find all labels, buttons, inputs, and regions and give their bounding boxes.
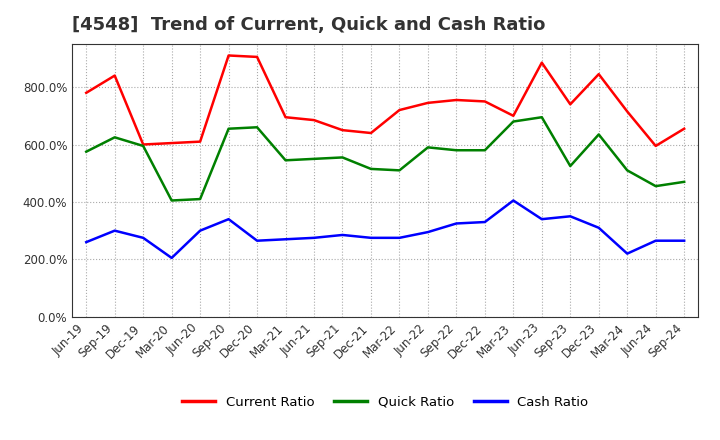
- Cash Ratio: [253, 238, 261, 243]
- Quick Ratio: [225, 126, 233, 132]
- Line: Quick Ratio: Quick Ratio: [86, 117, 684, 201]
- Text: [4548]  Trend of Current, Quick and Cash Ratio: [4548] Trend of Current, Quick and Cash …: [72, 16, 545, 34]
- Current Ratio: [225, 53, 233, 58]
- Cash Ratio: [452, 221, 461, 226]
- Cash Ratio: [139, 235, 148, 241]
- Cash Ratio: [480, 220, 489, 225]
- Cash Ratio: [167, 255, 176, 260]
- Current Ratio: [680, 126, 688, 132]
- Cash Ratio: [595, 225, 603, 231]
- Current Ratio: [82, 90, 91, 95]
- Quick Ratio: [253, 125, 261, 130]
- Quick Ratio: [366, 166, 375, 172]
- Current Ratio: [480, 99, 489, 104]
- Cash Ratio: [338, 232, 347, 238]
- Cash Ratio: [282, 237, 290, 242]
- Quick Ratio: [623, 168, 631, 173]
- Quick Ratio: [652, 183, 660, 189]
- Current Ratio: [566, 102, 575, 107]
- Current Ratio: [395, 107, 404, 113]
- Current Ratio: [366, 130, 375, 136]
- Cash Ratio: [537, 216, 546, 222]
- Cash Ratio: [110, 228, 119, 233]
- Cash Ratio: [310, 235, 318, 241]
- Cash Ratio: [423, 229, 432, 235]
- Quick Ratio: [110, 135, 119, 140]
- Current Ratio: [139, 142, 148, 147]
- Line: Current Ratio: Current Ratio: [86, 55, 684, 146]
- Cash Ratio: [82, 239, 91, 245]
- Current Ratio: [509, 113, 518, 118]
- Cash Ratio: [196, 228, 204, 233]
- Current Ratio: [196, 139, 204, 144]
- Quick Ratio: [139, 143, 148, 149]
- Current Ratio: [595, 72, 603, 77]
- Legend: Current Ratio, Quick Ratio, Cash Ratio: Current Ratio, Quick Ratio, Cash Ratio: [177, 390, 593, 414]
- Cash Ratio: [652, 238, 660, 243]
- Current Ratio: [623, 109, 631, 114]
- Current Ratio: [167, 140, 176, 146]
- Quick Ratio: [537, 114, 546, 120]
- Current Ratio: [423, 100, 432, 106]
- Current Ratio: [282, 114, 290, 120]
- Cash Ratio: [225, 216, 233, 222]
- Current Ratio: [652, 143, 660, 149]
- Quick Ratio: [338, 155, 347, 160]
- Cash Ratio: [509, 198, 518, 203]
- Current Ratio: [110, 73, 119, 78]
- Cash Ratio: [566, 214, 575, 219]
- Cash Ratio: [623, 251, 631, 256]
- Cash Ratio: [680, 238, 688, 243]
- Current Ratio: [338, 128, 347, 133]
- Quick Ratio: [423, 145, 432, 150]
- Quick Ratio: [566, 163, 575, 169]
- Quick Ratio: [680, 179, 688, 184]
- Cash Ratio: [395, 235, 404, 241]
- Quick Ratio: [282, 158, 290, 163]
- Cash Ratio: [366, 235, 375, 241]
- Quick Ratio: [509, 119, 518, 124]
- Quick Ratio: [395, 168, 404, 173]
- Line: Cash Ratio: Cash Ratio: [86, 201, 684, 258]
- Current Ratio: [452, 97, 461, 103]
- Current Ratio: [253, 54, 261, 59]
- Quick Ratio: [595, 132, 603, 137]
- Current Ratio: [310, 117, 318, 123]
- Quick Ratio: [82, 149, 91, 154]
- Quick Ratio: [167, 198, 176, 203]
- Quick Ratio: [310, 156, 318, 161]
- Quick Ratio: [196, 196, 204, 202]
- Quick Ratio: [480, 147, 489, 153]
- Current Ratio: [537, 60, 546, 65]
- Quick Ratio: [452, 147, 461, 153]
